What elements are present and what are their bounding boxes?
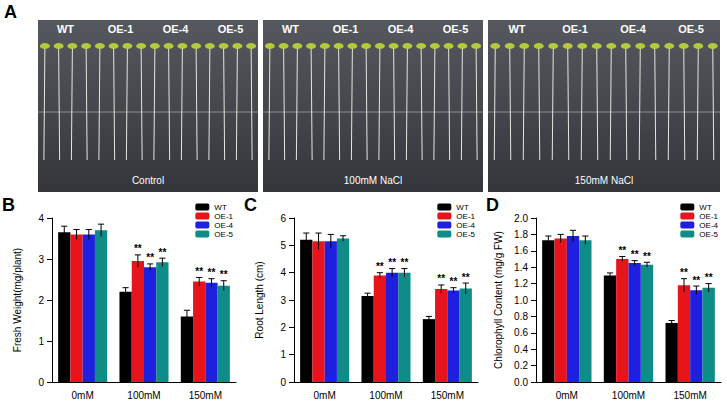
svg-text:2: 2 [280, 322, 286, 333]
svg-text:**: ** [146, 252, 154, 263]
svg-text:**: ** [208, 267, 216, 278]
svg-text:100mM: 100mM [612, 390, 645, 401]
svg-text:**: ** [643, 251, 651, 262]
svg-text:1.4: 1.4 [514, 262, 528, 273]
svg-text:WT: WT [456, 203, 469, 212]
svg-text:OE-1: OE-1 [456, 212, 475, 221]
svg-text:OE-1: OE-1 [699, 212, 718, 221]
svg-text:150mM NaCl: 150mM NaCl [575, 175, 633, 186]
svg-text:WT: WT [214, 203, 227, 212]
svg-text:1.6: 1.6 [514, 245, 528, 256]
svg-text:5: 5 [280, 240, 286, 251]
svg-text:1.0: 1.0 [514, 295, 528, 306]
svg-text:4: 4 [280, 267, 286, 278]
svg-text:**: ** [376, 261, 384, 272]
svg-text:OE-4: OE-4 [388, 23, 415, 35]
svg-text:4: 4 [38, 213, 44, 224]
svg-text:1.2: 1.2 [514, 278, 528, 289]
svg-text:**: ** [220, 269, 228, 280]
svg-text:OE-1: OE-1 [214, 212, 233, 221]
svg-text:OE-5: OE-5 [456, 230, 475, 239]
svg-text:**: ** [618, 245, 626, 256]
svg-text:WT: WT [508, 23, 525, 35]
svg-text:OE-4: OE-4 [699, 221, 718, 230]
svg-text:OE-4: OE-4 [456, 221, 475, 230]
svg-text:3: 3 [280, 295, 286, 306]
svg-text:Root Length (cm): Root Length (cm) [254, 261, 265, 338]
svg-text:0mM: 0mM [314, 390, 336, 401]
svg-text:**: ** [401, 257, 409, 268]
svg-text:OE-1: OE-1 [333, 23, 359, 35]
svg-text:0.2: 0.2 [514, 360, 528, 371]
svg-text:**: ** [195, 266, 203, 277]
svg-text:WT: WT [282, 23, 299, 35]
svg-text:WT: WT [699, 203, 712, 212]
svg-text:OE-4: OE-4 [163, 23, 190, 35]
svg-text:A: A [4, 2, 17, 22]
svg-text:OE-4: OE-4 [620, 23, 647, 35]
svg-text:100mM NaCl: 100mM NaCl [344, 175, 402, 186]
svg-text:**: ** [692, 275, 700, 286]
svg-text:OE-1: OE-1 [562, 23, 588, 35]
svg-text:**: ** [705, 272, 713, 283]
svg-text:C: C [244, 196, 257, 215]
svg-text:Fresh Weight(mg/plant): Fresh Weight(mg/plant) [12, 248, 23, 352]
svg-text:0mM: 0mM [72, 390, 94, 401]
svg-text:B: B [2, 196, 15, 215]
svg-text:OE-5: OE-5 [214, 230, 233, 239]
svg-text:OE-1: OE-1 [108, 23, 134, 35]
svg-text:OE-5: OE-5 [699, 230, 718, 239]
svg-text:3: 3 [38, 254, 44, 265]
svg-text:150mM: 150mM [431, 390, 464, 401]
svg-text:**: ** [134, 243, 142, 254]
svg-text:100mM: 100mM [369, 390, 402, 401]
svg-text:1: 1 [280, 349, 286, 360]
svg-text:0.8: 0.8 [514, 311, 528, 322]
svg-text:OE-4: OE-4 [214, 221, 233, 230]
svg-text:OE-5: OE-5 [443, 23, 469, 35]
svg-text:0: 0 [280, 377, 286, 388]
svg-text:OE-5: OE-5 [678, 23, 704, 35]
svg-text:150mM: 150mM [189, 390, 222, 401]
svg-text:0.6: 0.6 [514, 327, 528, 338]
svg-text:**: ** [631, 249, 639, 260]
svg-text:D: D [486, 196, 499, 215]
svg-text:**: ** [462, 272, 470, 283]
svg-text:0.4: 0.4 [514, 344, 528, 355]
svg-text:6: 6 [280, 213, 286, 224]
svg-text:1.8: 1.8 [514, 229, 528, 240]
svg-text:Control: Control [132, 175, 164, 186]
svg-text:**: ** [680, 267, 688, 278]
svg-text:150mM: 150mM [673, 390, 706, 401]
svg-text:**: ** [437, 273, 445, 284]
svg-text:0mM: 0mM [556, 390, 578, 401]
svg-text:0.0: 0.0 [514, 377, 528, 388]
svg-text:100mM: 100mM [127, 390, 160, 401]
svg-text:2.0: 2.0 [514, 213, 528, 224]
svg-text:0: 0 [38, 377, 44, 388]
svg-text:OE-5: OE-5 [218, 23, 244, 35]
svg-text:1: 1 [38, 336, 44, 347]
svg-text:Chlorophyll Content (mg/g FW): Chlorophyll Content (mg/g FW) [493, 231, 504, 369]
svg-text:**: ** [388, 257, 396, 268]
svg-text:2: 2 [38, 295, 44, 306]
svg-text:**: ** [159, 247, 167, 258]
svg-text:**: ** [450, 276, 458, 287]
svg-text:WT: WT [57, 23, 74, 35]
